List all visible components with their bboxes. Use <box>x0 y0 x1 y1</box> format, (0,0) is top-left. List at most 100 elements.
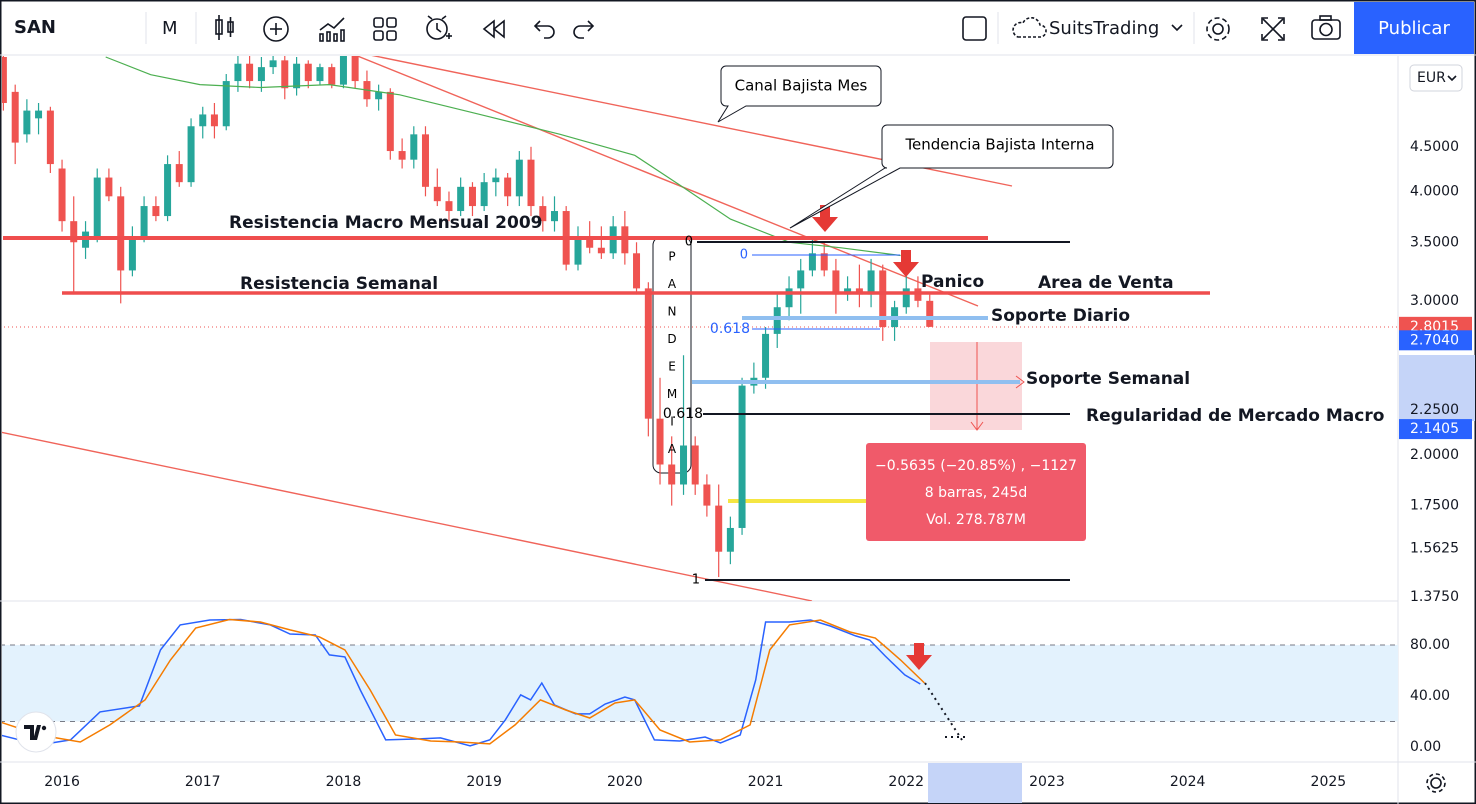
currency[interactable]: EUR <box>1417 70 1446 86</box>
pandemic-letter: P <box>668 250 675 264</box>
y-tick-label: 40.00 <box>1410 688 1450 704</box>
pandemic-letter: D <box>667 332 676 346</box>
candle-body <box>2 56 7 103</box>
annotation: Resistencia Semanal <box>240 274 438 294</box>
publish-button[interactable] <box>1354 2 1474 54</box>
x-tick-label: 2023 <box>1029 774 1065 790</box>
candle-body <box>738 385 746 528</box>
snapshot-icon[interactable] <box>1311 15 1341 40</box>
candle-body <box>773 307 781 334</box>
pandemic-letter: E <box>668 360 676 374</box>
candle-body <box>633 253 641 289</box>
candles-icon[interactable] <box>215 15 234 40</box>
callout <box>717 65 882 123</box>
candle-body <box>70 221 78 243</box>
callout-text: Canal Bajista Mes <box>735 77 868 95</box>
candle-body <box>527 159 535 207</box>
x-tick-label: 2018 <box>326 774 362 790</box>
measure-change: −0.5635 (−20.85%) , −1127 <box>875 458 1077 474</box>
annotation: Panico <box>921 272 984 292</box>
alert-icon[interactable] <box>426 15 452 40</box>
candle-body <box>808 253 816 271</box>
fib-label: 0.618 <box>710 321 750 337</box>
settings-gear[interactable] <box>1426 773 1446 793</box>
layouts-icon[interactable] <box>373 17 397 41</box>
publish-label[interactable]: Publicar <box>1378 18 1450 39</box>
candle-body <box>293 63 301 89</box>
currency-dropdown[interactable] <box>1447 75 1457 82</box>
interval[interactable]: M <box>162 18 178 39</box>
pandemic-letter: I <box>670 415 674 429</box>
candle-body <box>164 164 172 217</box>
candle-body <box>269 60 277 68</box>
down-arrow <box>893 250 919 277</box>
candle-body <box>480 182 488 207</box>
candle-body <box>375 91 383 100</box>
candle-body <box>668 464 676 485</box>
candle-body <box>433 186 441 202</box>
candle-body <box>398 151 406 160</box>
candle-body <box>304 63 312 82</box>
fib-label: 0 <box>740 248 748 263</box>
candle-body <box>656 418 664 465</box>
account[interactable]: SuitsTrading <box>1049 18 1159 39</box>
candle-body <box>457 186 465 212</box>
fullscreen-box-icon[interactable] <box>962 16 987 41</box>
symbol[interactable]: SAN <box>14 17 56 38</box>
candle-body <box>785 288 793 308</box>
candle-body <box>820 253 828 271</box>
candle-body <box>902 288 910 308</box>
candle-body <box>680 445 688 485</box>
candle-body <box>351 56 359 82</box>
annotation: Regularidad de Mercado Macro <box>1086 406 1384 426</box>
candle-body <box>715 505 723 552</box>
candle-body <box>152 206 160 217</box>
expand-icon[interactable] <box>1261 17 1285 41</box>
candle-body <box>246 63 254 82</box>
candle-body <box>867 270 875 295</box>
dropdown-icon[interactable] <box>1171 24 1183 32</box>
candle-body <box>574 236 582 265</box>
candle-body <box>386 91 394 152</box>
price-tag-label: 2.1405 <box>1410 421 1459 437</box>
undo-icon[interactable] <box>533 20 555 39</box>
down-arrow <box>906 643 932 670</box>
redo-icon[interactable] <box>573 20 595 39</box>
candle-body <box>93 177 101 237</box>
candle-body <box>832 270 840 295</box>
axes: 2016 2017 2018 2019 2020 2021 2022 2023 2024 2025… <box>44 139 1472 790</box>
candle-body <box>140 206 148 237</box>
candle-body <box>117 196 125 271</box>
candle-body <box>492 177 500 183</box>
candle-body <box>551 211 559 222</box>
x-tick-label: 2024 <box>1170 774 1206 790</box>
drawings: 0 0.618 1 0 0.618 Canal Bajista Mes Tend… <box>3 65 1384 753</box>
candle-body <box>175 164 183 183</box>
y-tick-label: 4.5000 <box>1410 139 1459 155</box>
candle-body <box>339 56 347 85</box>
cloud-icon[interactable] <box>1012 17 1047 38</box>
replay-icon[interactable] <box>482 19 505 39</box>
candle-body <box>644 288 652 419</box>
price-pane <box>2 56 1398 601</box>
candle-body <box>879 270 887 328</box>
indicators-icon[interactable] <box>319 17 345 42</box>
measure-bars: 8 barras, 245d <box>925 485 1027 501</box>
fib-label: 0 <box>685 235 693 250</box>
y-tick-label: 2.2500 <box>1410 402 1459 418</box>
support-arrowhead <box>1015 375 1025 389</box>
add-indicator-icon[interactable] <box>263 16 289 42</box>
candle-body <box>468 186 476 207</box>
down-arrows <box>812 205 932 670</box>
pandemic-letter: A <box>668 277 677 291</box>
candle-body <box>762 333 770 378</box>
candle-body <box>597 247 605 254</box>
candle-body <box>445 201 453 212</box>
candle-body <box>515 159 523 197</box>
logo <box>24 725 41 740</box>
y-tick-label: 3.0000 <box>1410 293 1459 309</box>
fib-label: 1 <box>692 573 700 588</box>
annotation: Area de Venta <box>1038 273 1174 293</box>
currency-button[interactable] <box>1409 64 1463 92</box>
settings-icon[interactable] <box>1206 17 1230 41</box>
